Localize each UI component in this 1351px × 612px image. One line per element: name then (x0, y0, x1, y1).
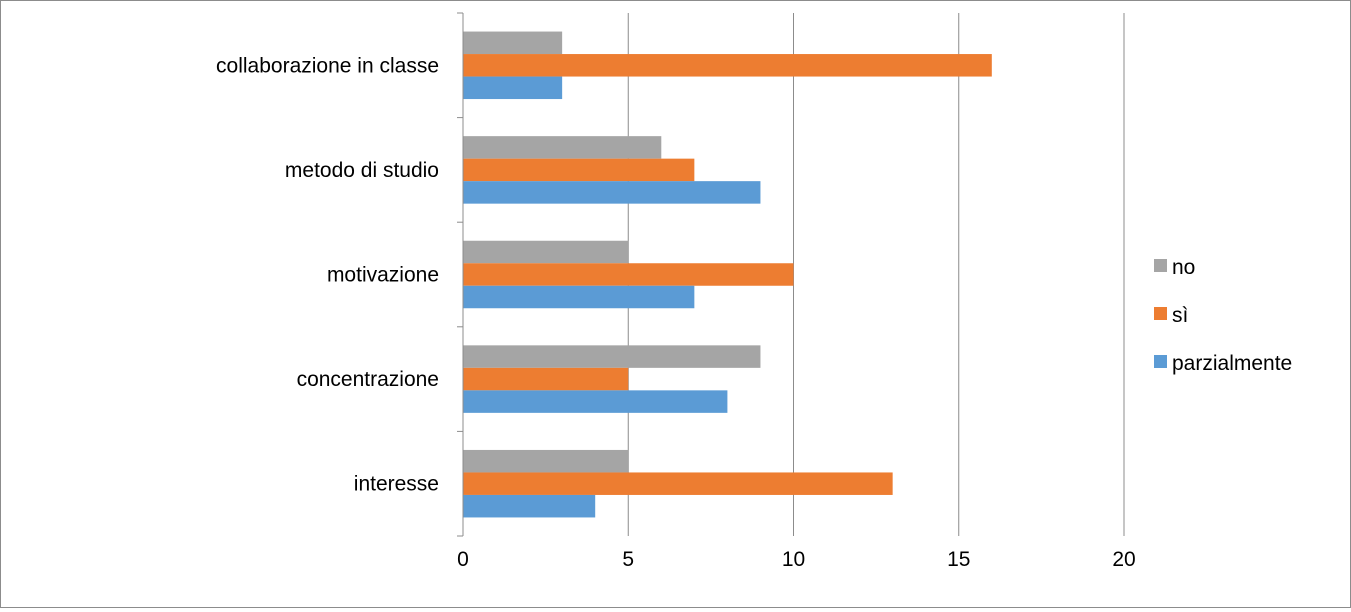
x-tick-labels: 0 5 10 15 20 (457, 548, 1136, 571)
bar-si-concentrazione (463, 367, 629, 391)
legend-swatch-no (1154, 259, 1167, 272)
bars (463, 31, 992, 518)
bar-no-collaborazione-in-classe (463, 31, 563, 55)
category-labels: interesse concentrazione motivazione metodo… (216, 54, 439, 495)
category-label-metodo-di-studio: metodo di studio (285, 159, 439, 182)
bar-parzialmente-motivazione (463, 285, 695, 309)
x-tick-label-15: 15 (947, 548, 970, 571)
bar-si-interesse (463, 472, 893, 495)
legend-label-parzialmente: parzialmente (1172, 352, 1292, 375)
bar-no-metodo-di-studio (463, 136, 662, 159)
x-tick-label-0: 0 (457, 548, 469, 571)
x-tick-label-5: 5 (622, 548, 634, 571)
legend-label-si: sì (1172, 304, 1188, 327)
bar-no-concentrazione (463, 345, 761, 368)
bar-parzialmente-concentrazione (463, 390, 728, 413)
axes (457, 12, 464, 537)
category-label-concentrazione: concentrazione (297, 368, 439, 391)
x-tick-label-20: 20 (1112, 548, 1135, 571)
legend: no sì parzialmente (1154, 256, 1292, 375)
legend-label-no: no (1172, 256, 1195, 279)
category-label-collaborazione-in-classe: collaborazione in classe (216, 54, 439, 77)
bar-no-interesse (463, 449, 629, 473)
legend-swatch-si (1154, 307, 1167, 320)
category-label-motivazione: motivazione (327, 264, 439, 287)
bar-si-metodo-di-studio (463, 158, 695, 182)
bar-si-motivazione (463, 263, 794, 286)
bar-parzialmente-metodo-di-studio (463, 181, 761, 204)
x-tick-label-10: 10 (782, 548, 805, 571)
bar-si-collaborazione-in-classe (463, 54, 992, 77)
bar-parzialmente-interesse (463, 494, 596, 518)
legend-swatch-parzialmente (1154, 355, 1167, 368)
category-label-interesse: interesse (354, 473, 439, 496)
bar-parzialmente-collaborazione-in-classe (463, 76, 563, 100)
bar-no-motivazione (463, 240, 629, 264)
